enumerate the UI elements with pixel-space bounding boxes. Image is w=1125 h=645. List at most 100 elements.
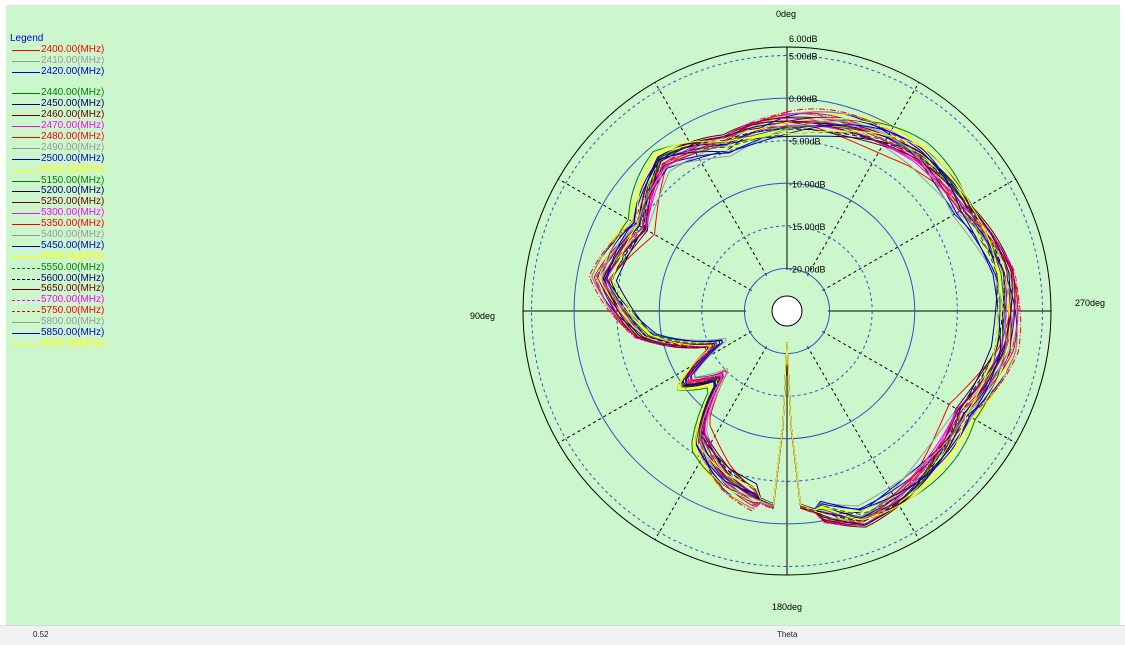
status-axis-label: Theta (777, 630, 798, 639)
legend-item: 5650.00(MHz) (10, 284, 104, 295)
legend-label: 5100.00(MHz) (41, 163, 105, 175)
series-line (611, 130, 1000, 521)
legend-label: 2420.00(MHz) (41, 65, 105, 77)
legend-swatch (12, 202, 40, 204)
legend-label: 5800.00(MHz) (41, 316, 105, 328)
legend-swatch (12, 169, 40, 171)
legend-swatch (12, 137, 40, 139)
radial-label: -20.00dB (789, 264, 826, 274)
polar-ring (531, 55, 1043, 567)
plot-area (6, 5, 1120, 625)
legend-label: 5500.00(MHz) (41, 250, 105, 262)
legend-item: 5350.00(MHz) (10, 218, 104, 230)
legend-swatch (12, 278, 40, 280)
polar-spoke (558, 331, 752, 444)
legend-label: 2460.00(MHz) (41, 109, 105, 121)
legend-item: 2440.00(MHz) (10, 88, 104, 99)
legend-item: 5750.00(MHz) (10, 305, 104, 317)
legend-item: 5500.00(MHz) (10, 251, 104, 263)
series-line (606, 124, 1002, 511)
legend-swatch (12, 245, 40, 247)
legend: Legend 2400.00(MHz) 2410.00(MHz) 2420.00(M… (10, 33, 104, 350)
legend-label: 5200.00(MHz) (41, 185, 105, 197)
legend-label: 2490.00(MHz) (41, 141, 105, 153)
status-value: 0.52 (33, 630, 49, 639)
legend-item: 5800.00(MHz) (10, 316, 104, 328)
polar-series (588, 108, 1022, 528)
angle-label-0deg: 0deg (776, 9, 796, 19)
legend-item: 5700.00(MHz) (10, 294, 104, 306)
legend-label: 5600.00(MHz) (41, 272, 105, 284)
legend-item: 2400.00(MHz) (10, 44, 104, 56)
legend-label: 5450.00(MHz) (41, 239, 105, 251)
legend-item: 5100.00(MHz) (10, 164, 104, 176)
legend-item: 2460.00(MHz) (10, 109, 104, 121)
radial-label: 6.00dB (789, 34, 818, 44)
legend-swatch (12, 256, 40, 258)
legend-label: 5850.00(MHz) (41, 327, 105, 339)
legend-swatch (12, 191, 40, 193)
radial-label: -15.00dB (789, 222, 826, 232)
polar-ring (701, 225, 873, 397)
legend-item: 5450.00(MHz) (10, 240, 104, 252)
legend-swatch (12, 93, 40, 95)
legend-item: 2410.00(MHz) (10, 55, 104, 67)
legend-label: 5550.00(MHz) (41, 261, 105, 273)
legend-swatch (12, 126, 40, 128)
legend-swatch (12, 180, 40, 182)
legend-swatch (12, 289, 40, 291)
polar-spoke (822, 178, 1016, 291)
legend-swatch (12, 322, 40, 324)
polar-grid: 6.00dB 5.00dB 0.00dB -5.00dB -10.00dB -15.00d… (522, 34, 1052, 576)
legend-label: 5650.00(MHz) (41, 283, 105, 295)
legend-item: 5400.00(MHz) (10, 229, 104, 241)
polar-chart: 6.00dB 5.00dB 0.00dB -5.00dB -10.00dB -15.00d… (470, 9, 1105, 612)
legend-label: 5150.00(MHz) (41, 174, 105, 186)
legend-label: 2410.00(MHz) (41, 54, 105, 66)
legend-title: Legend (10, 33, 44, 44)
polar-ring (573, 97, 1001, 525)
angle-label-270deg: 270deg (1075, 298, 1105, 308)
radial-label: 5.00dB (789, 52, 818, 62)
legend-swatch (12, 343, 40, 345)
legend-swatch (12, 300, 40, 302)
legend-item: 5550.00(MHz) (10, 262, 104, 274)
legend-label: 2440.00(MHz) (41, 87, 105, 99)
legend-item: 2480.00(MHz) (10, 131, 104, 143)
polar-ring (616, 140, 958, 482)
legend-swatch (12, 235, 40, 237)
legend-item: 2420.00(MHz) (10, 66, 104, 78)
legend-swatch (12, 213, 40, 215)
polar-spoke (654, 346, 767, 540)
polar-spoke (558, 178, 752, 291)
legend-swatch (12, 224, 40, 226)
legend-item: 2500.00(MHz) (10, 153, 104, 165)
legend-label: 2450.00(MHz) (41, 98, 105, 110)
legend-item: 5600.00(MHz) (10, 273, 104, 285)
legend-label: 5400.00(MHz) (41, 229, 105, 241)
legend-item: 5300.00(MHz) (10, 207, 104, 219)
legend-item: 5250.00(MHz) (10, 196, 104, 208)
legend-item: 5150.00(MHz) (10, 175, 104, 187)
polar-spoke (807, 82, 920, 276)
legend-label: 5900.00(MHz) (41, 337, 105, 349)
legend-swatch (12, 158, 40, 160)
legend-label: 5300.00(MHz) (41, 207, 105, 219)
legend-item: 5200.00(MHz) (10, 186, 104, 197)
polar-center-circle (771, 295, 803, 327)
status-bar: 0.52 Theta (0, 625, 1125, 645)
legend-item: 2450.00(MHz) (10, 98, 104, 110)
legend-swatch (12, 333, 40, 335)
polar-labels: 0deg 90deg 270deg 180deg (470, 9, 1105, 612)
radial-label: -10.00dB (789, 179, 826, 189)
angle-label-180deg: 180deg (772, 602, 802, 612)
radial-label: 0.00dB (789, 94, 818, 104)
legend-swatch (12, 267, 40, 269)
legend-item: 5900.00(MHz) (10, 338, 104, 350)
legend-swatch (12, 104, 40, 106)
legend-swatch (12, 60, 40, 62)
legend-item (10, 78, 43, 89)
legend-label: 2470.00(MHz) (41, 120, 105, 132)
legend-label: 5700.00(MHz) (41, 294, 105, 306)
legend-label: 5750.00(MHz) (41, 305, 105, 317)
